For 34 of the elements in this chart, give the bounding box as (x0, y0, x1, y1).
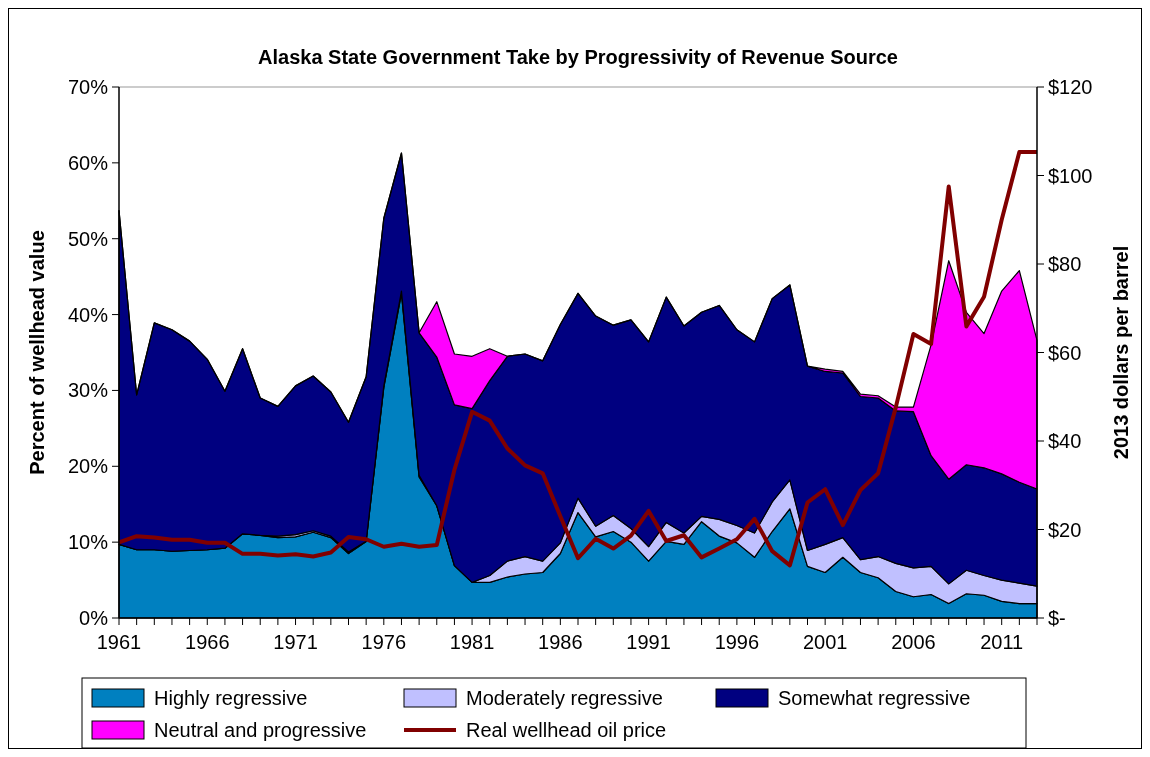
y2-tick-label: $60 (1048, 341, 1082, 364)
x-tick-label: 1976 (361, 631, 407, 653)
x-tick-label: 1981 (449, 631, 495, 653)
y2-tick-label: $40 (1048, 430, 1082, 452)
legend-label: Somewhat regressive (778, 687, 971, 709)
chart-title: Alaska State Government Take by Progressivity of Revenue Source (258, 46, 898, 68)
y-tick-label: 30% (67, 379, 109, 402)
y2-axis-title: 2013 dollars per barrel (1110, 245, 1132, 460)
x-tick-label: 1971 (273, 631, 318, 653)
y-tick-label: 0% (79, 607, 109, 629)
x-tick-label: 1986 (538, 631, 583, 653)
x-tick-label: 1966 (185, 631, 230, 653)
legend-label: Highly regressive (154, 687, 308, 709)
y-tick-label: 50% (67, 227, 109, 250)
y-tick-label: 40% (67, 303, 109, 326)
y2-tick-label: $100 (1048, 164, 1093, 187)
y2-tick-label: $- (1048, 607, 1066, 629)
y-tick-label: 20% (67, 455, 109, 478)
x-tick-label: 2011 (980, 631, 1024, 653)
legend-label: Moderately regressive (466, 687, 663, 709)
x-tick-label: 1961 (96, 631, 142, 653)
y2-tick-label: $120 (1048, 76, 1093, 98)
legend-label: Neutral and progressive (154, 719, 367, 741)
x-tick-label: 2001 (802, 631, 848, 653)
y2-tick-label: $80 (1048, 253, 1082, 275)
y-tick-label: 60% (67, 151, 109, 174)
x-tick-label: 1996 (714, 631, 760, 653)
y-axis-title: Percent of wellhead value (26, 230, 48, 475)
x-tick-label: 2006 (891, 631, 936, 653)
x-tick-label: 1991 (626, 631, 671, 653)
y-tick-label: 10% (67, 531, 109, 554)
y-tick-label: 70% (67, 76, 109, 98)
y2-tick-label: $20 (1048, 518, 1082, 541)
legend-label: Real wellhead oil price (466, 719, 667, 741)
